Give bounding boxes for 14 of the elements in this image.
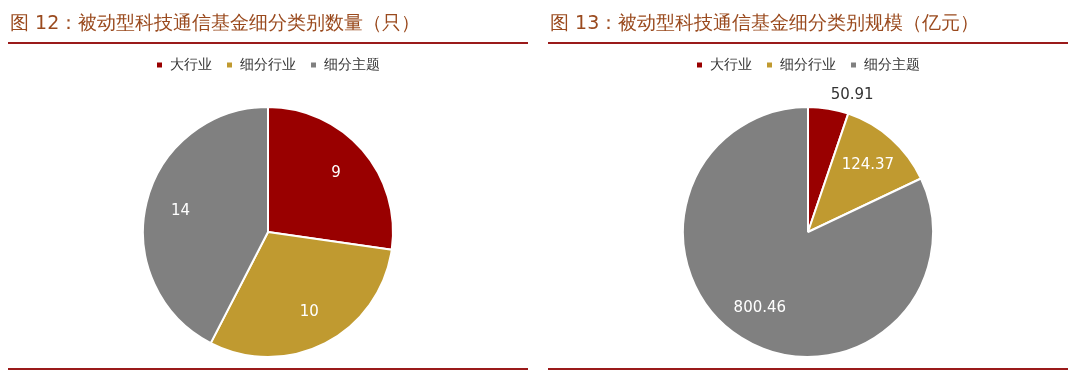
legend-label: 细分主题 bbox=[864, 55, 920, 72]
legend-label: 大行业 bbox=[170, 55, 212, 72]
legend-label: 细分行业 bbox=[240, 55, 296, 72]
legend-label: 大行业 bbox=[710, 55, 752, 72]
data-label: 124.37 bbox=[841, 154, 895, 173]
chart-title: 图 13：被动型科技通信基金细分类别规模（亿元） bbox=[548, 8, 1068, 44]
data-label: 9 bbox=[331, 162, 341, 181]
data-label: 14 bbox=[170, 200, 191, 219]
chart-title: 图 12：被动型科技通信基金细分类别数量（只） bbox=[8, 8, 528, 44]
data-label: 800.46 bbox=[733, 297, 787, 316]
data-label: 50.91 bbox=[830, 84, 874, 103]
legend-label: 细分主题 bbox=[324, 55, 380, 72]
legend-label: 细分行业 bbox=[780, 55, 836, 72]
data-label: 10 bbox=[299, 301, 319, 320]
